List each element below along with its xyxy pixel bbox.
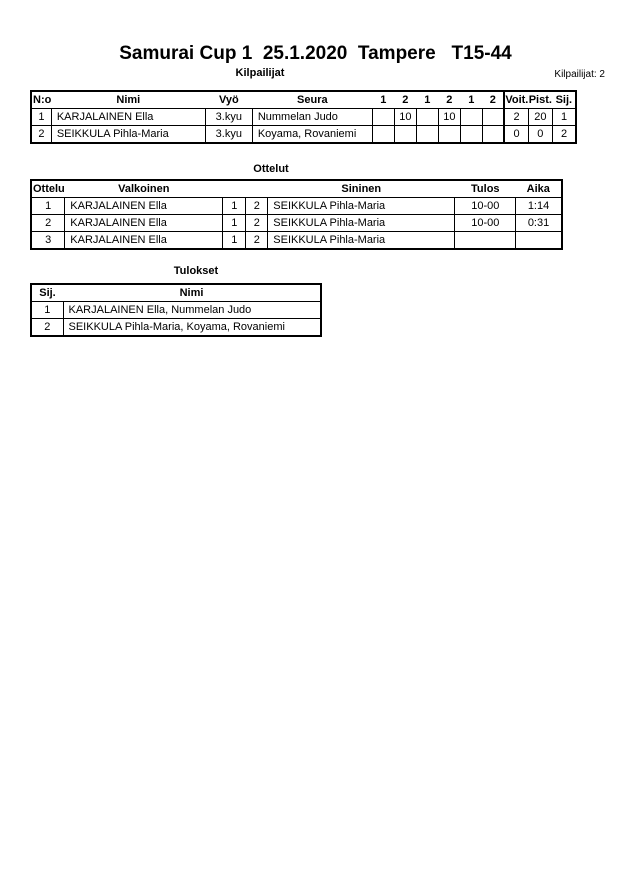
cell-score	[459, 108, 483, 126]
page-content: Samurai Cup 1 25.1.2020 Tampere T15-44 K…	[0, 43, 630, 337]
cell-match-no: 3	[32, 231, 66, 248]
table-row: 2 KARJALAINEN Ella 1 2 SEIKKULA Pihla-Ma…	[32, 214, 561, 232]
header-sij: Sij.	[552, 92, 576, 109]
cell-score	[393, 125, 417, 142]
cell-aika: 1:14	[515, 197, 561, 215]
cell-seura: Koyama, Rovaniemi	[251, 125, 373, 142]
cell-vyo: 3.kyu	[204, 108, 253, 126]
header-valkoinen: Valkoinen	[64, 181, 223, 198]
header-no: N:o	[32, 92, 52, 109]
tulokset-heading: Tulokset	[173, 265, 219, 277]
cell-voit: 2	[503, 108, 529, 126]
header-score-1: 1	[372, 92, 395, 109]
cell-nimi: SEIKKULA Pihla-Maria, Koyama, Rovaniemi	[62, 318, 320, 335]
header-vyo: Vyö	[205, 92, 253, 109]
cell-nimi: SEIKKULA Pihla-Maria	[50, 125, 206, 142]
cell-tulos: 10-00	[454, 197, 517, 215]
cell-corner-2: 2	[245, 231, 269, 248]
cell-score	[459, 125, 483, 142]
cell-match-no: 1	[32, 197, 66, 215]
cell-sininen: SEIKKULA Pihla-Maria	[267, 197, 456, 215]
cell-tulos	[454, 231, 517, 248]
kilpailijat-heading: Kilpailijat	[235, 67, 285, 79]
cell-score	[481, 125, 505, 142]
header-nimi: Nimi	[63, 285, 320, 302]
table-row: 1 KARJALAINEN Ella 3.kyu Nummelan Judo 1…	[32, 108, 576, 126]
cell-nimi: KARJALAINEN Ella, Nummelan Judo	[62, 301, 320, 319]
header-score-4: 2	[438, 92, 461, 109]
cell-sininen: SEIKKULA Pihla-Maria	[267, 214, 456, 232]
header-score-3: 1	[416, 92, 439, 109]
header-nimi: Nimi	[51, 92, 206, 109]
cell-sij: 2	[551, 125, 576, 142]
cell-score	[481, 108, 505, 126]
page-title: Samurai Cup 1 25.1.2020 Tampere T15-44	[119, 43, 512, 64]
cell-score	[371, 108, 395, 126]
cell-score	[415, 125, 439, 142]
cell-score: 10	[437, 108, 461, 126]
kilpailijat-table: N:o Nimi Vyö Seura 1 2 1 2 1 2 Voit. Pis…	[30, 90, 578, 144]
competitor-count: Kilpailijat: 2	[554, 69, 605, 80]
header-sininen: Sininen	[267, 181, 455, 198]
table-row: 1 KARJALAINEN Ella 1 2 SEIKKULA Pihla-Ma…	[32, 197, 561, 215]
cell-pist: 20	[527, 108, 553, 126]
cell-seura: Nummelan Judo	[251, 108, 373, 126]
header-blank-1	[222, 181, 246, 198]
ottelut-header-row: Ottelu Valkoinen Sininen Tulos Aika	[32, 181, 561, 198]
tulokset-header-row: Sij. Nimi	[32, 285, 320, 302]
cell-corner-1: 1	[222, 214, 247, 232]
header-voit: Voit.	[503, 92, 529, 109]
cell-corner-2: 2	[245, 214, 269, 232]
cell-score	[437, 125, 461, 142]
cell-no: 1	[32, 108, 52, 126]
cell-corner-1: 1	[222, 197, 247, 215]
cell-sininen: SEIKKULA Pihla-Maria	[267, 231, 456, 248]
ottelut-heading: Ottelut	[253, 163, 289, 175]
cell-aika	[515, 231, 561, 248]
cell-nimi: KARJALAINEN Ella	[50, 108, 206, 126]
header-sij: Sij.	[32, 285, 63, 302]
cell-corner-2: 2	[245, 197, 269, 215]
header-score-6: 2	[482, 92, 505, 109]
cell-match-no: 2	[32, 214, 66, 232]
header-ottelu: Ottelu	[32, 181, 65, 198]
cell-score: 10	[393, 108, 417, 126]
cell-sij: 1	[551, 108, 576, 126]
header-pist: Pist.	[528, 92, 553, 109]
table-row: 2 SEIKKULA Pihla-Maria 3.kyu Koyama, Rov…	[32, 125, 576, 142]
cell-pist: 0	[527, 125, 553, 142]
table-row: 1 KARJALAINEN Ella, Nummelan Judo	[32, 301, 320, 319]
table-row: 2 SEIKKULA Pihla-Maria, Koyama, Rovaniem…	[32, 318, 320, 335]
header-score-2: 2	[394, 92, 417, 109]
cell-valkoinen: KARJALAINEN Ella	[64, 197, 224, 215]
header-tulos: Tulos	[454, 181, 516, 198]
header-seura: Seura	[252, 92, 373, 109]
header-aika: Aika	[515, 181, 561, 198]
cell-score	[371, 125, 395, 142]
cell-no: 2	[32, 125, 52, 142]
table-row: 3 KARJALAINEN Ella 1 2 SEIKKULA Pihla-Ma…	[32, 231, 561, 248]
header-blank-2	[245, 181, 268, 198]
ottelut-table: Ottelu Valkoinen Sininen Tulos Aika 1 KA…	[30, 179, 563, 250]
cell-aika: 0:31	[515, 214, 561, 232]
cell-sij: 2	[32, 318, 64, 335]
cell-voit: 0	[503, 125, 529, 142]
cell-corner-1: 1	[222, 231, 247, 248]
tulokset-table: Sij. Nimi 1 KARJALAINEN Ella, Nummelan J…	[30, 283, 322, 337]
cell-vyo: 3.kyu	[204, 125, 253, 142]
header-score-5: 1	[460, 92, 483, 109]
cell-valkoinen: KARJALAINEN Ella	[64, 231, 224, 248]
kilpailijat-header-row: N:o Nimi Vyö Seura 1 2 1 2 1 2 Voit. Pis…	[32, 92, 576, 109]
cell-score	[415, 108, 439, 126]
cell-tulos: 10-00	[454, 214, 517, 232]
cell-sij: 1	[32, 301, 64, 319]
cell-valkoinen: KARJALAINEN Ella	[64, 214, 224, 232]
